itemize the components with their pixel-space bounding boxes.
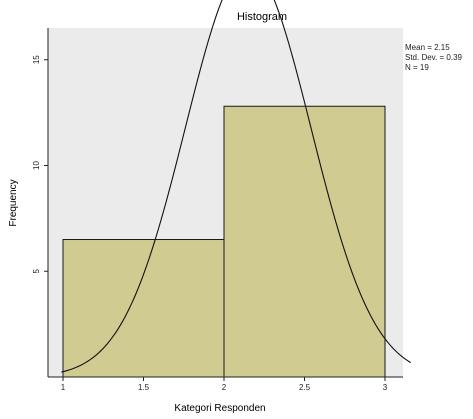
curve-group bbox=[61, 0, 412, 373]
bars-group bbox=[62, 105, 386, 378]
y-ticks-group: 5 10 15 bbox=[32, 55, 48, 273]
y-tick-label: 5 bbox=[32, 268, 41, 273]
histogram-bar-2 bbox=[223, 105, 386, 378]
y-axis-label: Frequency bbox=[8, 179, 19, 226]
x-tick-label: 1.5 bbox=[138, 383, 150, 392]
x-tick-label: 3 bbox=[383, 383, 388, 392]
x-ticks-group: 1 1.5 2 2.5 3 bbox=[61, 377, 388, 392]
y-tick-label: 15 bbox=[32, 55, 41, 64]
y-tick-label: 10 bbox=[32, 160, 41, 169]
x-tick-label: 2 bbox=[222, 383, 227, 392]
normal-curve bbox=[61, 0, 412, 373]
chart-title: Histogram bbox=[237, 11, 287, 23]
x-tick-label: 1 bbox=[61, 383, 66, 392]
stats-line: Std. Dev. = 0.39 bbox=[405, 53, 463, 62]
stats-line: N = 19 bbox=[405, 63, 429, 72]
histogram-bar-1 bbox=[62, 239, 225, 378]
x-axis-label: Kategori Responden bbox=[174, 403, 265, 414]
stats-line: Mean = 2.15 bbox=[405, 43, 450, 52]
x-tick-label: 2.5 bbox=[299, 383, 311, 392]
